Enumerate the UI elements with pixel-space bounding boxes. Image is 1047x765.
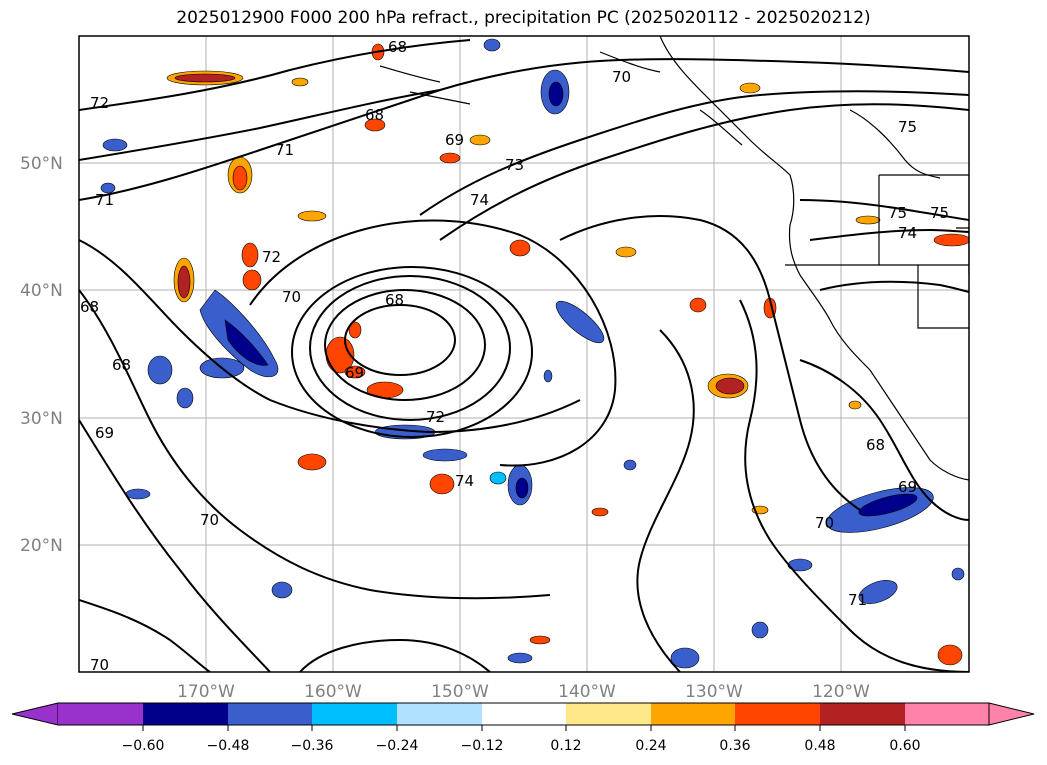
map-title: 2025012900 F000 200 hPa refract., precip… — [176, 8, 871, 28]
contour-label: 68 — [385, 291, 404, 309]
contour-label: 71 — [95, 191, 114, 209]
contour-label: 69 — [898, 478, 917, 496]
map-frame — [78, 35, 970, 673]
graticule — [79, 36, 969, 672]
contour-label: 71 — [275, 141, 294, 159]
contour-label: 70 — [200, 511, 219, 529]
latitude-labels: 50°N 40°N 30°N 20°N — [20, 154, 63, 556]
colorbar-bin — [566, 703, 651, 725]
negative-anomaly-areas — [100, 38, 965, 669]
colorbar-bin — [397, 703, 482, 725]
colorbar-bin — [143, 703, 228, 725]
lat-label-40n: 40°N — [20, 281, 63, 301]
contour-label: 73 — [505, 156, 524, 174]
colorbar-bin — [735, 703, 820, 725]
contour-label: 70 — [815, 514, 834, 532]
colorbar-tick: −0.12 — [461, 738, 504, 754]
contour-label: 75 — [898, 118, 917, 136]
colorbar-extend-high — [988, 702, 1035, 726]
contour-label: 68 — [388, 38, 407, 56]
colorbar-bin — [312, 703, 397, 725]
colorbar-tick: 0.36 — [719, 738, 750, 754]
contour-label: 74 — [470, 191, 489, 209]
coastlines — [379, 36, 969, 481]
contour-label: 70 — [282, 288, 301, 306]
lat-label-20n: 20°N — [20, 536, 63, 556]
colorbar-bin — [482, 703, 566, 725]
colorbar-tick: −0.24 — [376, 738, 419, 754]
contour-label: 72 — [426, 408, 445, 426]
contour-label: 68 — [80, 298, 99, 316]
longitude-labels: 170°W 160°W 150°W 140°W 130°W 120°W — [177, 682, 870, 702]
colorbar-extend-low — [11, 702, 59, 726]
contour-label: 71 — [848, 591, 867, 609]
contour-label: 70 — [612, 68, 631, 86]
contour-labels: 68 68 69 70 71 73 74 71 72 70 68 69 68 6… — [80, 38, 949, 674]
contour-label: 74 — [898, 224, 917, 242]
lon-label-130w: 130°W — [685, 682, 743, 702]
colorbar-tick: 0.24 — [635, 738, 666, 754]
lon-label-140w: 140°W — [558, 682, 616, 702]
positive-anomaly-areas — [166, 43, 969, 666]
contour-label: 69 — [345, 364, 364, 382]
contour-label: 75 — [930, 204, 949, 222]
lon-label-120w: 120°W — [812, 682, 870, 702]
lat-label-50n: 50°N — [20, 154, 63, 174]
lat-label-30n: 30°N — [20, 409, 63, 429]
lon-label-150w: 150°W — [431, 682, 489, 702]
contour-label: 70 — [90, 656, 109, 674]
colorbar-bin — [905, 703, 989, 725]
colorbar-bin — [820, 703, 905, 725]
colorbar-bin — [58, 703, 143, 725]
colorbar-tick: 0.60 — [889, 738, 920, 754]
lon-label-160w: 160°W — [304, 682, 362, 702]
refractivity-contours — [79, 39, 969, 672]
contour-label: 72 — [90, 94, 109, 112]
contour-label: 74 — [455, 472, 474, 490]
colorbar: −0.60 −0.48 −0.36 −0.24 −0.12 0.12 0.24 … — [11, 702, 1035, 754]
colorbar-bin — [651, 703, 735, 725]
contour-label: 68 — [112, 356, 131, 374]
colorbar-tick: −0.60 — [122, 738, 165, 754]
contour-label: 75 — [888, 204, 907, 222]
colorbar-tick: −0.36 — [291, 738, 334, 754]
contour-label: 72 — [262, 248, 281, 266]
contour-label: 68 — [866, 436, 885, 454]
lon-label-170w: 170°W — [177, 682, 235, 702]
colorbar-tick: 0.12 — [550, 738, 581, 754]
contour-label: 69 — [95, 424, 114, 442]
colorbar-bin — [228, 703, 312, 725]
map-area: 68 68 69 70 71 73 74 71 72 70 68 69 68 6… — [79, 36, 969, 674]
colorbar-tick: 0.48 — [804, 738, 835, 754]
colorbar-tick: −0.48 — [207, 738, 250, 754]
contour-label: 68 — [365, 106, 384, 124]
contour-label: 69 — [445, 131, 464, 149]
